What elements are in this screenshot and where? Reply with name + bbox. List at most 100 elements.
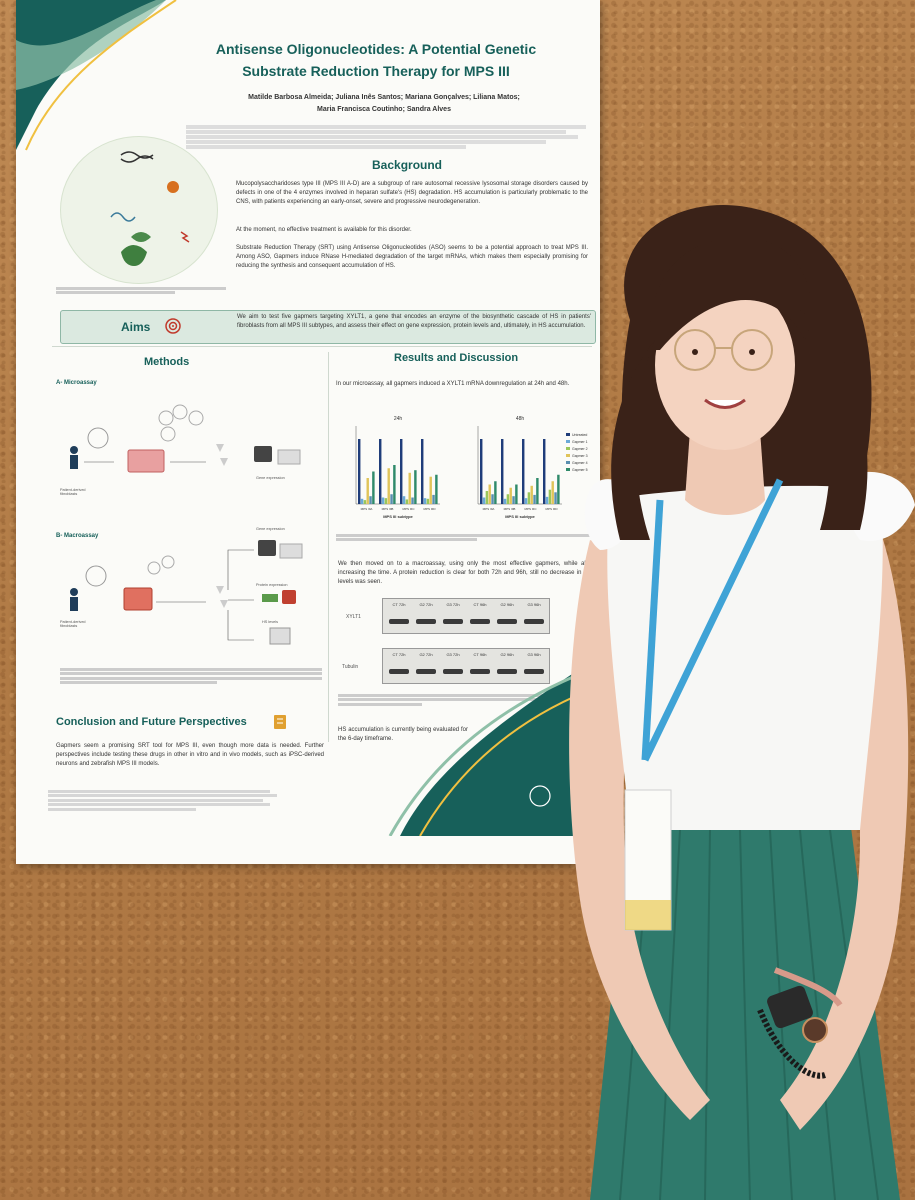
legend-swatch [566, 447, 570, 450]
poster-title: Antisense Oligonucleotides: A Potential … [166, 38, 586, 82]
bar-0-0-5 [372, 471, 375, 504]
bar-1-2-1 [524, 498, 528, 504]
bar-1-2-3 [530, 485, 533, 504]
bar-0-0-0 [358, 439, 361, 504]
category-label: MPS IIID [423, 507, 436, 511]
blot-lane-label: CT 72h [392, 652, 406, 657]
legend-swatch [566, 468, 570, 471]
chart-title-0: 24h [394, 416, 403, 422]
macroassay-diagram [70, 540, 303, 645]
category-label: MPS IIIA [361, 507, 373, 511]
bar-1-2-5 [536, 478, 539, 504]
blot-band [443, 619, 463, 624]
authors-line-2: Maria Francisca Coutinho; Sandra Alves [317, 106, 451, 113]
legend-entry: Untreated [572, 433, 587, 437]
blot-lane-label: G2 72h [419, 602, 433, 607]
conclusion-heading: Conclusion and Future Perspectives [56, 716, 247, 728]
bar-1-3-0 [543, 439, 546, 504]
bar-1-3-1 [545, 496, 549, 504]
blot-lane-label: CT 96h [473, 652, 487, 657]
legend-entry: Gapmer 4 [572, 461, 588, 465]
legend-entry: Gapmer 2 [572, 447, 588, 451]
blot-lane-label: CT 72h [392, 602, 406, 607]
bar-0-2-2 [405, 499, 409, 504]
gene-expression-label-a: Gene expression [256, 476, 285, 480]
bar-0-3-4 [432, 494, 435, 504]
aims-heading: Aims [121, 320, 151, 334]
authors: Matilde Barbosa Almeida; Juliana Inês Sa… [184, 92, 584, 116]
title-line-1: Antisense Oligonucleotides: A Potential … [215, 41, 537, 57]
section-divider [52, 346, 592, 347]
blot-lane-label: G3 96h [527, 652, 541, 657]
blot-lane-label: CT 96h [473, 602, 487, 607]
bar-0-2-4 [411, 497, 414, 504]
bar-0-3-2 [426, 498, 430, 504]
legend-entry: Gapmer 3 [572, 454, 588, 458]
chart-title-1: 48h [516, 416, 525, 422]
category-label: MPS IIIA [483, 507, 495, 511]
aims-box: Aims We aim to test five gapmers targeti… [60, 310, 596, 344]
blot-band [470, 669, 490, 674]
bar-0-3-3 [429, 476, 432, 504]
category-label: MPS IIIC [524, 507, 537, 511]
bar-0-3-0 [421, 439, 424, 504]
results-paragraph-1: In our microassay, all gapmers induced a… [336, 381, 570, 387]
legend-swatch [566, 461, 570, 464]
bar-0-1-5 [393, 465, 396, 504]
bar-1-2-2 [527, 492, 531, 504]
blot-band [524, 619, 544, 624]
blot-band [524, 669, 544, 674]
bar-1-2-0 [522, 439, 525, 504]
category-label: MPS IIIB [504, 507, 516, 511]
scientific-poster: Antisense Oligonucleotides: A Potential … [16, 0, 600, 864]
results-heading: Results and Discussion [394, 352, 519, 364]
bar-1-1-3 [509, 487, 512, 504]
macroassay-label: B- Macroassay [56, 533, 99, 539]
blot-lane-label: G3 72h [446, 652, 460, 657]
column-divider [328, 352, 329, 742]
background-heading: Background [372, 158, 443, 172]
background-paragraph-1: Mucopolysaccharidoses type III (MPS III … [236, 181, 588, 205]
blot-lane-label: G3 72h [446, 602, 460, 607]
report-icon [274, 715, 286, 729]
bar-1-0-0 [480, 439, 483, 504]
category-label: MPS IIID [545, 507, 558, 511]
legend-swatch [566, 440, 570, 443]
authors-line-1: Matilde Barbosa Almeida; Juliana Inês Sa… [248, 94, 520, 101]
bar-0-0-3 [366, 478, 369, 504]
microassay-diagram [70, 404, 301, 473]
blot-band [416, 619, 436, 624]
affiliations [186, 124, 586, 150]
x-axis-label: MPS III subtype [505, 514, 535, 519]
conclusion-text: Gapmers seem a promising SRT tool for MP… [56, 743, 324, 767]
title-line-2: Substrate Reduction Therapy for MPS III [242, 63, 510, 79]
bar-1-1-4 [512, 496, 515, 504]
bar-1-1-5 [515, 484, 518, 504]
chart-48h: 48h MPS IIIA MPS IIIB MPS IIIC MPS IIID MPS I… [477, 416, 588, 519]
bar-0-0-1 [360, 498, 364, 504]
legend-entry: Gapmer 1 [572, 440, 588, 444]
bar-1-0-3 [488, 484, 491, 504]
background-paragraph-3: Substrate Reduction Therapy (SRT) using … [236, 245, 588, 269]
bar-0-2-3 [408, 472, 411, 504]
bar-0-2-1 [402, 496, 406, 504]
bar-0-3-1 [423, 498, 427, 504]
bar-1-0-5 [494, 481, 497, 504]
xylt1-blot-label: XYLT1 [346, 614, 361, 620]
protein-expression-label: Protein expression [256, 583, 288, 587]
hs-levels-label: HS levels [262, 620, 279, 624]
patient-fibroblasts-label-a: Patient-derived fibroblasts [60, 488, 86, 496]
blot-lane-label: G2 96h [500, 652, 514, 657]
target-icon [165, 318, 181, 334]
bar-0-0-4 [369, 496, 372, 504]
bar-1-3-3 [551, 481, 554, 504]
results-paragraph-2: We then moved on to a macroassay, using … [338, 561, 592, 585]
blot-lane-label: G2 96h [500, 602, 514, 607]
blot-band [443, 669, 463, 674]
bar-1-3-5 [557, 474, 560, 504]
legend-entry: Gapmer 5 [572, 468, 588, 472]
blot-band [416, 669, 436, 674]
bar-1-1-0 [501, 439, 504, 504]
legend-swatch [566, 433, 570, 436]
bar-0-3-5 [435, 474, 438, 504]
